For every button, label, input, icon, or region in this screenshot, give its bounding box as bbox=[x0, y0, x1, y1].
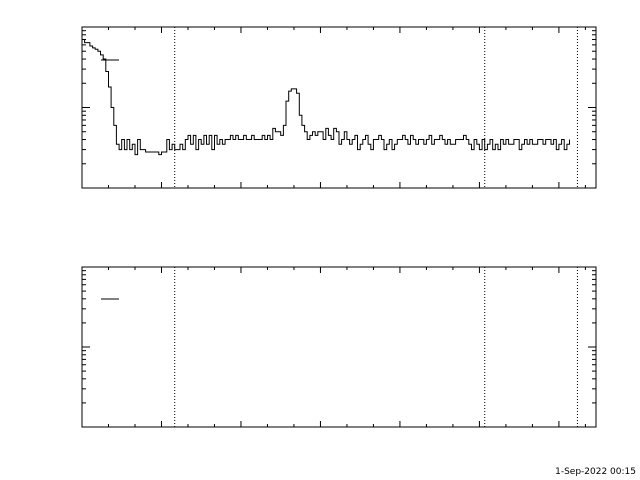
plot-frame bbox=[81, 26, 597, 189]
lo-channel-panel bbox=[81, 26, 597, 189]
hi-channel-panel bbox=[81, 266, 597, 428]
plot-frame bbox=[81, 266, 597, 428]
footer-date: 1-Sep-2022 00:15 bbox=[555, 467, 636, 477]
series-line-0 bbox=[82, 39, 570, 156]
